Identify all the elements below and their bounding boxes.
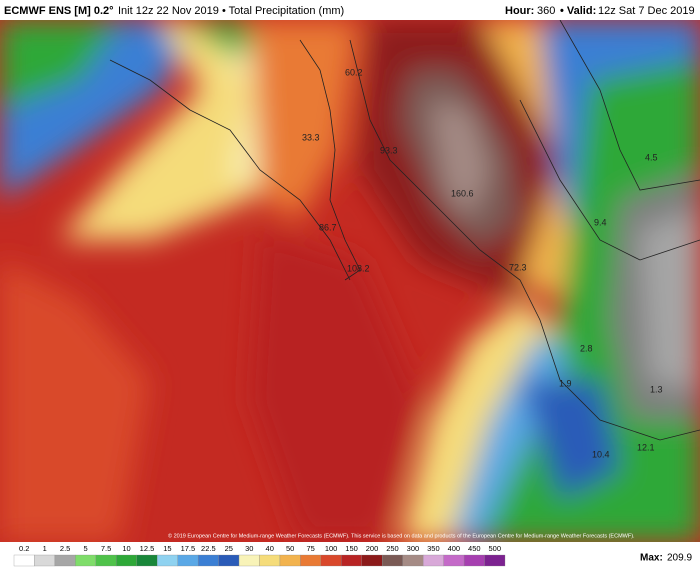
colorbar-label: 200 (366, 544, 379, 553)
colorbar: 0.2 1 2.5 5 7.5 10 12.5 15 17.5 22.5 25 30 40 50 75 100… (13, 544, 506, 567)
colorbar-swatch (259, 554, 281, 567)
point-label: 60.2 (345, 67, 363, 77)
colorbar-label: 2.5 (60, 544, 70, 553)
colorbar-swatch (177, 554, 199, 567)
colorbar-label: 5 (84, 544, 88, 553)
colorbar-label: 40 (266, 544, 274, 553)
hour-label: Hour: (505, 5, 534, 17)
colorbar-swatch (402, 554, 424, 567)
colorbar-swatch (238, 554, 260, 567)
colorbar-label: 450 (468, 544, 481, 553)
point-label: 86.7 (319, 222, 337, 232)
colorbar-label: 10 (122, 544, 130, 553)
coastlines (109, 20, 700, 441)
point-label: 9.4 (594, 217, 607, 227)
colorbar-swatch (157, 554, 178, 567)
colorbar-swatch (95, 554, 117, 567)
point-label: 93.3 (380, 145, 398, 155)
max-value: 209.9 (667, 553, 692, 564)
colorbar-label: 15 (163, 544, 171, 553)
colorbar-label: 400 (448, 544, 461, 553)
colorbar-label: 500 (489, 544, 502, 553)
colorbar-swatch (423, 554, 444, 567)
colorbar-swatch (13, 554, 35, 567)
colorbar-label: 25 (225, 544, 233, 553)
model-name: ECMWF ENS [M] 0.2° (4, 5, 114, 17)
valid: 12z Sat 7 Dec 2019 (598, 5, 695, 17)
colorbar-label: 350 (427, 544, 440, 553)
colorbar-swatch (463, 554, 485, 567)
colorbar-label: 12.5 (140, 544, 155, 553)
map: 60.2 33.3 93.3 160.6 86.7 108.2 72.3 4.5… (0, 20, 700, 542)
colorbar-swatch (197, 554, 219, 567)
colorbar-swatch (54, 554, 76, 567)
point-label: 108.2 (347, 263, 370, 273)
colorbar-label: 250 (386, 544, 399, 553)
copyright: © 2019 European Centre for Medium-range … (168, 532, 635, 539)
colorbar-swatch (320, 554, 342, 567)
precip-field (0, 20, 700, 542)
valid-label: • Valid: (560, 5, 596, 17)
colorbar-label: 100 (325, 544, 338, 553)
colorbar-label: 150 (345, 544, 358, 553)
point-label: 4.5 (645, 152, 658, 162)
point-label: 12.1 (637, 442, 655, 452)
point-label: 72.3 (509, 262, 527, 272)
colorbar-label: 1 (43, 544, 47, 553)
colorbar-swatch (136, 554, 158, 567)
colorbar-label: 50 (286, 544, 294, 553)
point-label: 1.9 (559, 378, 572, 388)
colorbar-swatch (218, 554, 240, 567)
colorbar-swatch (361, 554, 383, 567)
colorbar-swatch (382, 554, 403, 567)
colorbar-label: 75 (306, 544, 314, 553)
run-info: Init 12z 22 Nov 2019 • Total Precipitati… (118, 5, 344, 17)
colorbar-label: 22.5 (201, 544, 216, 553)
colorbar-label: 17.5 (181, 544, 196, 553)
colorbar-swatch (116, 554, 137, 567)
colorbar-swatch (300, 554, 322, 567)
hour: 360 (537, 5, 555, 17)
point-label: 160.6 (451, 188, 474, 198)
point-label: 33.3 (302, 132, 320, 142)
colorbar-swatch (34, 554, 56, 567)
colorbar-swatch (443, 554, 465, 567)
point-label: 10.4 (592, 449, 610, 459)
max-label: Max: (640, 553, 663, 564)
point-label: 2.8 (580, 343, 593, 353)
colorbar-swatch (279, 554, 301, 567)
header-bar (0, 0, 700, 20)
colorbar-swatch (341, 554, 362, 567)
colorbar-label: 30 (245, 544, 253, 553)
point-label: 1.3 (650, 384, 663, 394)
colorbar-label: 7.5 (101, 544, 111, 553)
colorbar-label: 300 (407, 544, 420, 553)
colorbar-label: 0.2 (19, 544, 29, 553)
colorbar-swatch (484, 554, 506, 567)
colorbar-swatch (75, 554, 96, 567)
